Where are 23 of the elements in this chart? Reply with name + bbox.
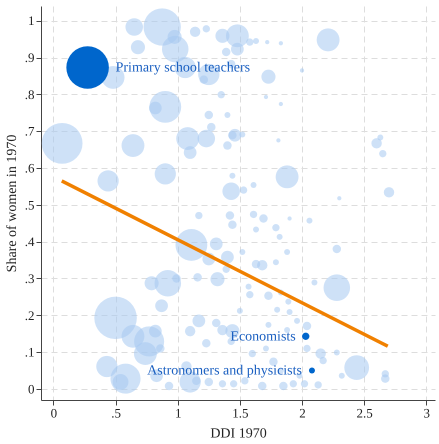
x-tick-label: 0	[50, 406, 58, 420]
y-tick-label: .8	[24, 86, 34, 102]
y-tick-label: .1	[24, 344, 34, 360]
x-tick-label: 3	[424, 406, 430, 420]
y-tick-label: 1	[28, 13, 34, 28]
x-tick-label: 2	[299, 406, 306, 420]
y-tick-label: .7	[24, 124, 35, 139]
x-axis-title: DDI 1970	[210, 426, 267, 442]
y-tick-label: .2	[24, 308, 34, 323]
x-tick-label: .5	[111, 406, 121, 420]
y-tick-label: .3	[24, 270, 34, 286]
y-axis-title: Share of women in 1970	[4, 134, 20, 272]
annotation: Economists	[230, 329, 296, 344]
x-tick-label: 1.5	[232, 406, 248, 420]
y-tick-label: .5	[24, 197, 34, 212]
y-tick-label: .4	[24, 234, 35, 250]
x-tick-label: 1	[174, 406, 182, 420]
annotation: Astronomers and physicists	[147, 364, 302, 379]
y-tick-label: .9	[24, 50, 34, 66]
y-tick-label: 0	[28, 381, 34, 396]
annotation: Primary school teachers	[116, 60, 250, 76]
x-tick-label: 2.5	[356, 406, 373, 420]
y-tick-label: .6	[24, 160, 35, 176]
